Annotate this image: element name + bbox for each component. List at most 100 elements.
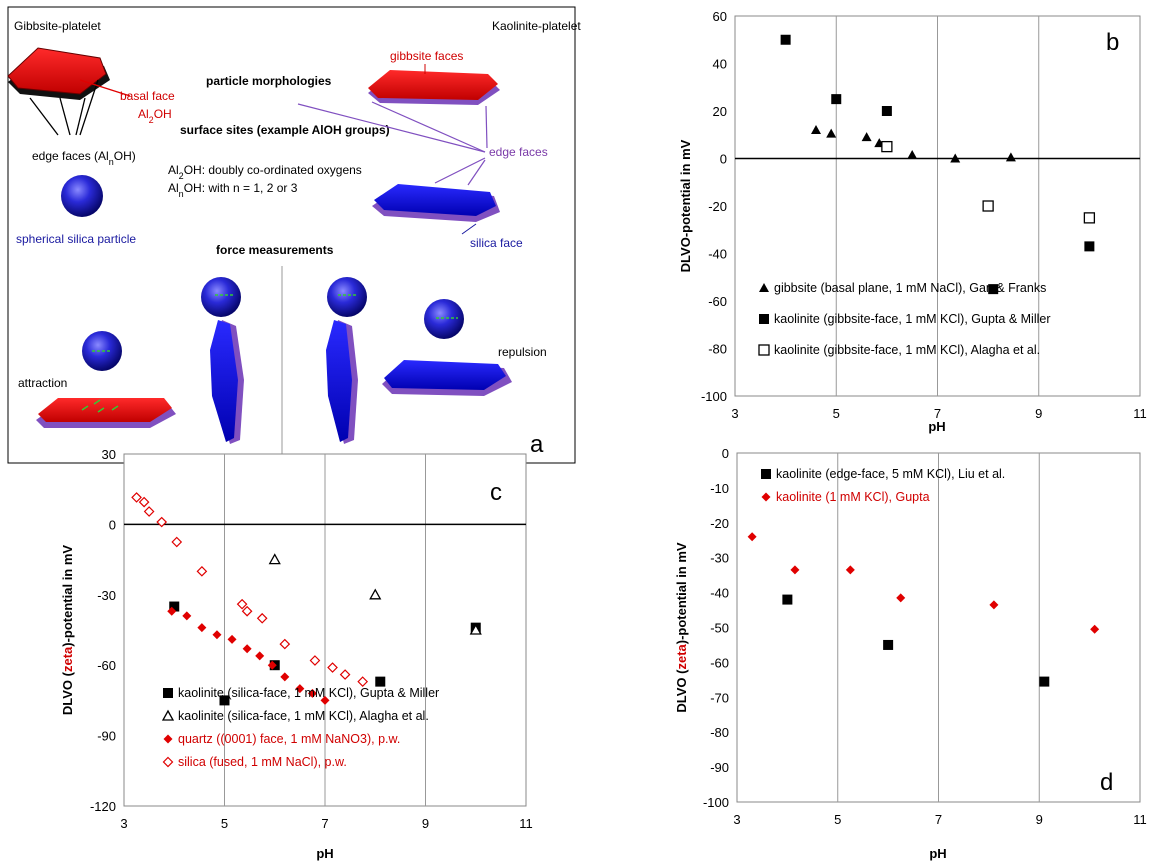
repulsion-edge-sphere-icon bbox=[327, 277, 367, 317]
y-tick-label: -10 bbox=[710, 481, 729, 496]
edge-faces-gibbsite-label: edge faces (AlnOH) bbox=[32, 149, 136, 167]
x-tick-label: 7 bbox=[934, 406, 941, 421]
legend-marker bbox=[759, 283, 769, 292]
y-tick-label: 0 bbox=[720, 152, 727, 167]
legend-entry: kaolinite (gibbsite-face, 1 mM KCl), Ala… bbox=[774, 343, 1040, 357]
y-tick-label: -100 bbox=[701, 389, 727, 404]
data-point bbox=[197, 623, 207, 633]
y-tick-label: -20 bbox=[710, 516, 729, 531]
y-axis-label: DLVO-potential in mV bbox=[678, 139, 693, 272]
kaolinite-platelet-title: Kaolinite-platelet bbox=[492, 19, 581, 33]
y-tick-label: -100 bbox=[703, 795, 729, 810]
legend-entry: quartz ((0001) face, 1 mM NaNO3), p.w. bbox=[178, 732, 400, 746]
x-tick-label: 11 bbox=[1133, 406, 1147, 421]
data-point bbox=[267, 660, 277, 670]
data-point bbox=[826, 128, 837, 138]
gibbsite-faces-label: gibbsite faces bbox=[390, 49, 463, 63]
data-point bbox=[1083, 212, 1096, 224]
data-point bbox=[896, 593, 906, 603]
legend-marker bbox=[161, 709, 175, 721]
data-point bbox=[469, 623, 482, 635]
data-point bbox=[236, 598, 248, 610]
basal-face-label: basal face bbox=[120, 89, 175, 103]
x-tick-label: 5 bbox=[833, 406, 840, 421]
al2oh-description: Al2OH: doubly co-ordinated oxygens bbox=[168, 163, 362, 181]
y-axis-label: DLVO (zeta)-potential in mV bbox=[60, 545, 75, 716]
x-tick-label: 5 bbox=[221, 816, 228, 831]
data-point bbox=[182, 611, 192, 621]
y-tick-label: 0 bbox=[109, 517, 116, 532]
x-tick-label: 9 bbox=[1035, 406, 1042, 421]
legend-marker bbox=[758, 344, 770, 356]
data-point bbox=[241, 605, 253, 617]
data-point bbox=[861, 132, 872, 142]
legend-entry: kaolinite (edge-face, 5 mM KCl), Liu et … bbox=[776, 467, 1005, 481]
panel-letter: d bbox=[1100, 769, 1113, 796]
data-point bbox=[369, 588, 382, 600]
data-point bbox=[255, 651, 265, 661]
data-point bbox=[327, 662, 338, 673]
panel-d-chart: 3 5 7 9 11 0 -10 -20 -30 -40 -50 -60 -70 -80 -90 -100 pH… bbox=[674, 446, 1147, 861]
panel-a: a Gibbsite-platelet Kaolinite-platelet b… bbox=[7, 6, 581, 464]
y-tick-label: -90 bbox=[710, 760, 729, 775]
panel-a-letter: a bbox=[530, 431, 544, 458]
series-3 bbox=[881, 140, 1096, 224]
data-point bbox=[811, 125, 821, 134]
data-point bbox=[256, 612, 268, 624]
x-tick-label: 7 bbox=[321, 816, 328, 831]
y-tick-label: -30 bbox=[710, 551, 729, 566]
data-point bbox=[1090, 624, 1100, 634]
panel-letter: b bbox=[1106, 29, 1119, 56]
repulsion-platelet-shape bbox=[382, 360, 512, 396]
repulsion-edge-platelet-shape bbox=[326, 320, 358, 444]
x-tick-label: 9 bbox=[422, 816, 429, 831]
x-axis-label: pH bbox=[316, 846, 333, 861]
data-point bbox=[1005, 152, 1016, 162]
panel-b-chart: 3 5 7 9 11 60 40 20 0 -20 -40 -60 -80 -100 pH DLVO-pote… bbox=[678, 9, 1147, 434]
data-point bbox=[790, 565, 800, 575]
series-4 bbox=[131, 492, 369, 687]
data-point bbox=[167, 606, 177, 616]
data-point bbox=[907, 149, 918, 159]
data-point bbox=[279, 638, 291, 650]
y-tick-label: -30 bbox=[97, 588, 116, 603]
data-point bbox=[138, 496, 150, 508]
data-point bbox=[171, 536, 183, 548]
silica-face-label: silica face bbox=[470, 236, 523, 250]
kaolinite-silica-face-shape bbox=[372, 184, 500, 222]
data-point bbox=[747, 532, 757, 542]
x-tick-label: 9 bbox=[1036, 812, 1043, 827]
x-tick-label: 3 bbox=[733, 812, 740, 827]
data-point bbox=[309, 655, 321, 666]
series-1 bbox=[811, 125, 1016, 163]
legend-entry: kaolinite (silica-face, 1 mM KCl), Alagh… bbox=[178, 709, 429, 723]
legend-marker bbox=[163, 688, 173, 698]
attraction-platelet-shape bbox=[36, 398, 176, 428]
data-point bbox=[1084, 241, 1095, 252]
surface-sites-label: surface sites (example AlOH groups) bbox=[180, 123, 390, 137]
y-tick-label: -70 bbox=[710, 690, 729, 705]
data-point bbox=[881, 106, 892, 116]
basal-formula-label: Al2OH bbox=[138, 107, 172, 125]
edge-face-arrows bbox=[297, 101, 488, 186]
data-point bbox=[156, 516, 168, 528]
data-point bbox=[881, 140, 893, 153]
data-point bbox=[320, 695, 330, 705]
data-point bbox=[242, 644, 252, 654]
y-axis-label: DLVO (zeta)-potential in mV bbox=[674, 542, 689, 713]
data-point bbox=[169, 601, 180, 612]
x-tick-label: 3 bbox=[731, 406, 738, 421]
edge-faces-label: edge faces bbox=[489, 145, 548, 159]
x-tick-label: 11 bbox=[1133, 812, 1147, 827]
spherical-silica-label: spherical silica particle bbox=[16, 232, 136, 246]
silica-sphere-icon bbox=[61, 175, 103, 217]
data-point bbox=[782, 594, 793, 605]
legend-marker bbox=[163, 734, 173, 744]
legend-marker bbox=[162, 756, 174, 768]
data-point bbox=[295, 684, 305, 694]
y-tick-label: 60 bbox=[713, 9, 727, 24]
legend-entry: kaolinite (gibbsite-face, 1 mM KCl), Gup… bbox=[774, 312, 1050, 326]
legend-entry: kaolinite (silica-face, 1 mM KCl), Gupta… bbox=[178, 686, 439, 700]
gibbsite-platelet-title: Gibbsite-platelet bbox=[14, 19, 101, 33]
